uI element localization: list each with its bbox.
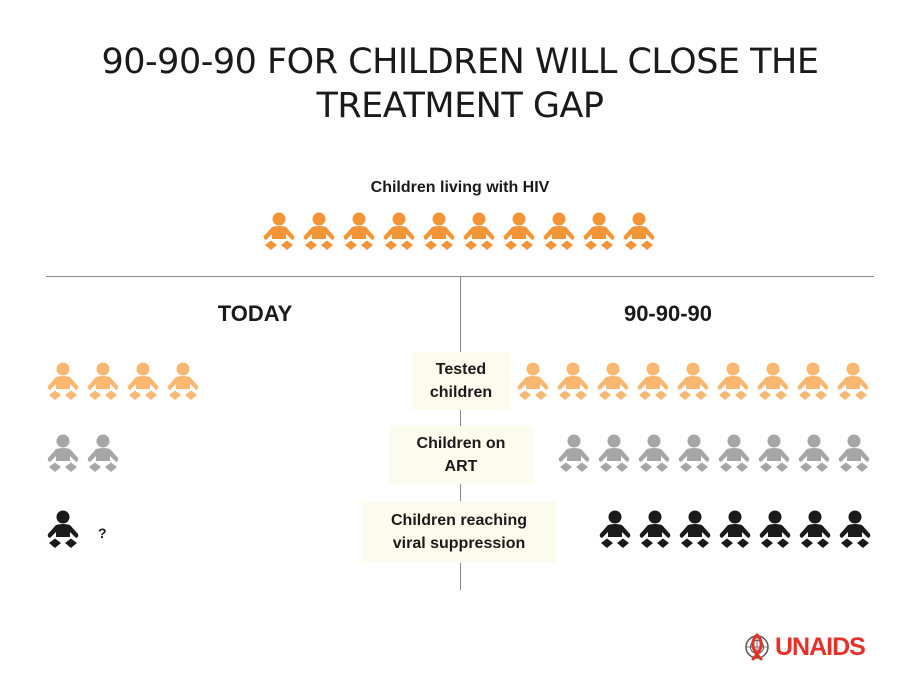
title-line-2: TREATMENT GAP [316,86,604,126]
child-icon [678,510,712,550]
child-icon [636,362,670,402]
art-label-line-2: ART [444,458,478,475]
child-icon [676,362,710,402]
today-heading: TODAY [217,301,293,326]
tested-label-line-1: Tested [435,361,487,378]
child-icon [836,362,870,402]
child-icon [796,362,830,402]
child-icon [86,362,120,402]
child-icon [622,212,656,252]
child-icon [637,434,671,474]
child-icon [582,212,616,252]
child-icon [556,362,590,402]
title-line-1: 90-90-90 FOR CHILDREN WILL CLOSE THE [101,42,819,82]
child-icon [717,434,751,474]
horizontal-divider [46,276,874,277]
child-icon [596,362,630,402]
child-icon [557,434,591,474]
child-icon [86,434,120,474]
child-icon [598,510,632,550]
child-icon [262,212,296,252]
page-title: 90-90-90 FOR CHILDREN WILL CLOSE THE TRE… [0,40,920,128]
logo-wordmark: UNAIDS [775,632,866,661]
suppression-label-line-2: viral suppression [392,535,526,552]
child-icon [838,510,872,550]
child-icon [422,212,456,252]
child-icon [798,510,832,550]
unaids-logo: UNAIDS [742,632,866,662]
children-living-icons [262,212,662,252]
child-icon [382,212,416,252]
child-icon [516,362,550,402]
tested-label-line-2: children [429,384,493,401]
target-art-icons [557,434,877,474]
child-icon [837,434,871,474]
child-icon [638,510,672,550]
art-label-line-1: Children on [416,435,506,452]
child-icon [542,212,576,252]
viral-suppression-label: Children reaching viral suppression [362,501,556,563]
child-icon [302,212,336,252]
child-icon [677,434,711,474]
child-icon [716,362,750,402]
unknown-mark: ? [98,525,107,541]
un-emblem-icon [745,633,769,661]
child-icon [462,212,496,252]
today-tested-icons [46,362,206,402]
suppression-label-line-1: Children reaching [390,512,528,529]
children-on-art-label: Children on ART [389,426,533,484]
child-icon [718,510,752,550]
child-icon [757,434,791,474]
child-icon [756,362,790,402]
children-living-label: Children living with HIV [370,179,550,196]
child-icon [797,434,831,474]
target-tested-icons [516,362,876,402]
child-icon [502,212,536,252]
child-icon [46,434,80,474]
today-art-icons [46,434,126,474]
child-icon [46,510,80,550]
child-icon [46,362,80,402]
child-icon [126,362,160,402]
tested-children-label: Tested children [412,352,510,410]
child-icon [342,212,376,252]
today-suppression-icons [46,510,86,550]
child-icon [166,362,200,402]
target-suppression-icons [598,510,878,550]
child-icon [758,510,792,550]
target-heading: 90-90-90 [623,301,713,326]
child-icon [597,434,631,474]
